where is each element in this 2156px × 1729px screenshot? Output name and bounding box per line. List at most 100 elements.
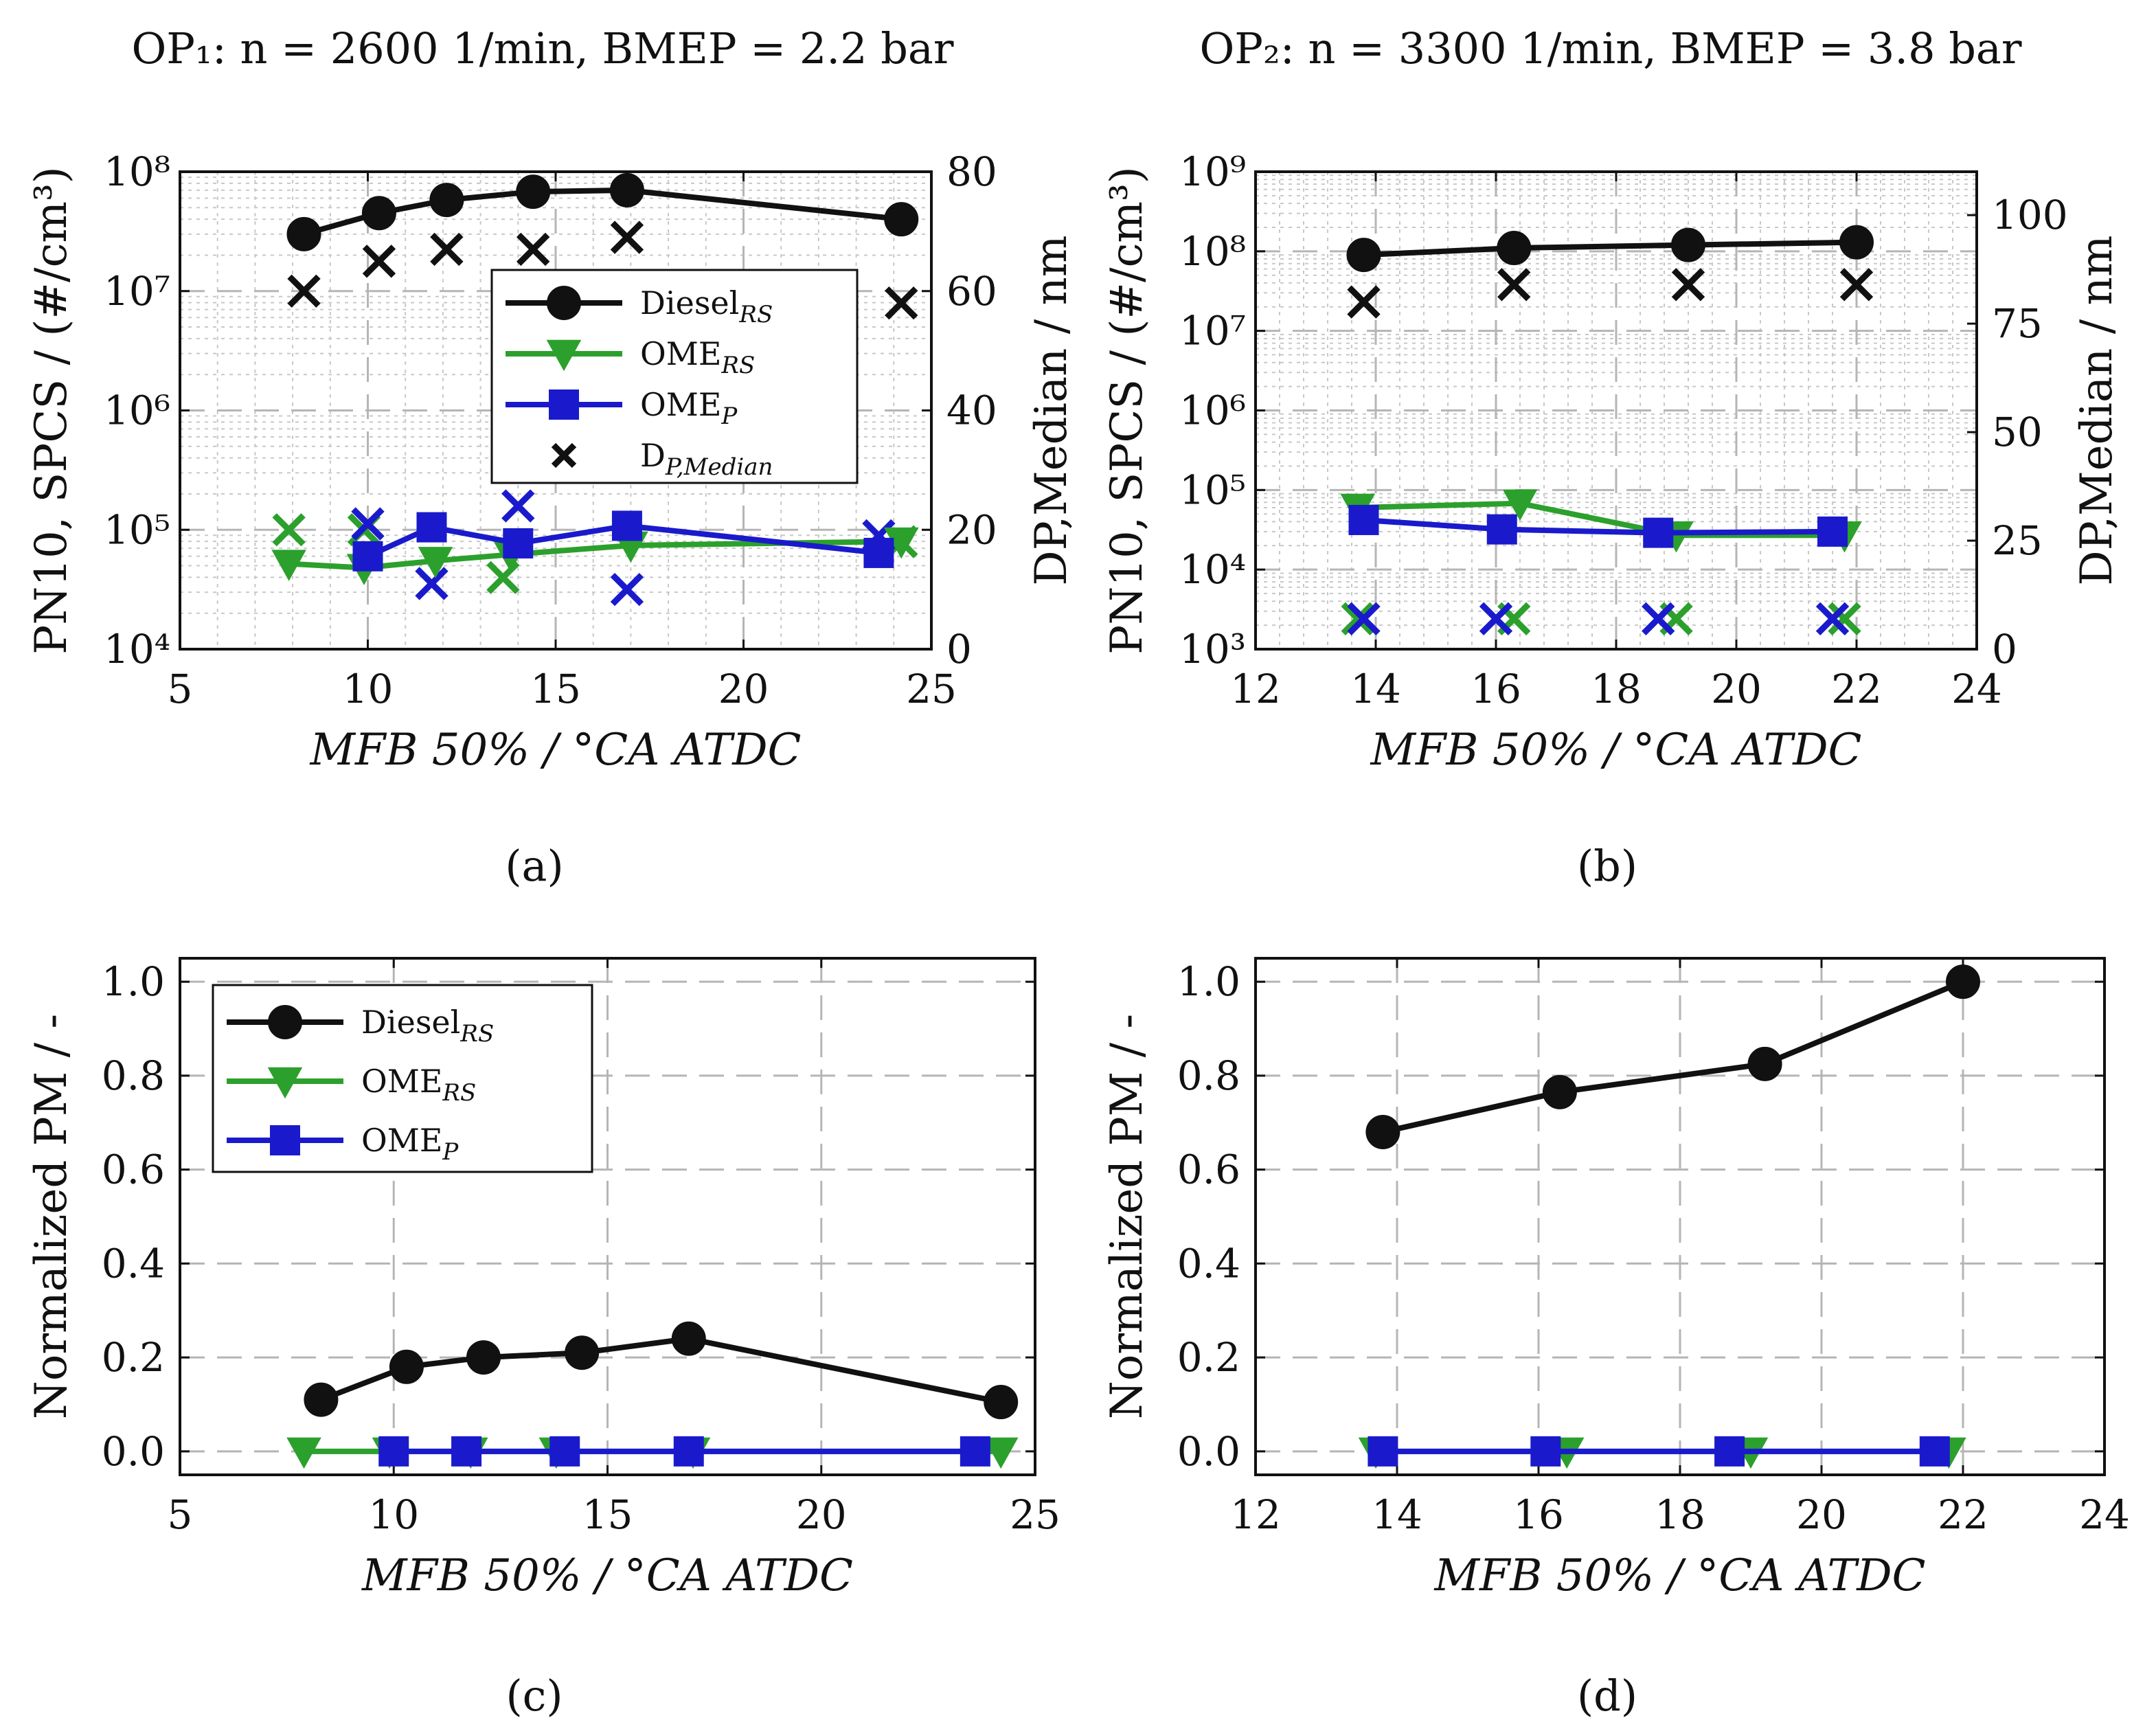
y-tick-label: 10⁸ [1179, 228, 1246, 275]
data-point [378, 1436, 409, 1467]
title-a: OP₁: n = 2600 1/min, BMEP = 2.2 bar [131, 23, 953, 74]
legend-label-sub: P [720, 403, 738, 430]
legend-label: DP,Median [640, 437, 773, 481]
data-point [451, 1436, 482, 1467]
y-tick-label: 0.0 [102, 1428, 165, 1475]
data-point [883, 527, 919, 559]
grid [1256, 958, 2104, 1475]
legend-marker [546, 339, 582, 372]
median-series [1341, 602, 1861, 635]
median-diameter-point [1497, 268, 1531, 302]
legend-label-main: OME [361, 1063, 442, 1100]
legend-label: DieselRS [361, 1004, 494, 1048]
legend-label: OMEP [361, 1122, 459, 1166]
series-line [1363, 517, 1833, 536]
median-series [287, 221, 918, 320]
data-point [1368, 1436, 1398, 1467]
data-point [352, 541, 383, 572]
caption-b: (b) [1577, 841, 1637, 891]
median-diameter-point [486, 561, 520, 594]
y-tick-label: 0.0 [1177, 1428, 1240, 1475]
y-tick-label: 1.0 [1177, 958, 1240, 1005]
x-tick-label: 18 [1591, 666, 1642, 712]
y-tick-label: 10⁴ [1179, 546, 1246, 593]
legend-label-sub: P,Median [665, 453, 773, 481]
x-axis-label: MFB 50% / °CA ATDC [1370, 725, 1861, 776]
legend-label: OMEP [640, 386, 738, 430]
median-diameter-point [1828, 602, 1861, 635]
y-axis-label: PN10, SPCS / (#/cm³) [1102, 166, 1153, 654]
data-point [389, 1349, 424, 1384]
median-diameter-point [1479, 602, 1513, 635]
data-point [1839, 225, 1874, 260]
y2-tick-label: 25 [1992, 517, 2043, 564]
data-point [960, 1436, 990, 1467]
y-tick-label: 10⁶ [1179, 387, 1246, 434]
data-point [863, 537, 894, 568]
legend-label-main: OME [640, 386, 721, 423]
data-point [673, 1436, 704, 1467]
series [352, 510, 894, 572]
data-point [429, 183, 464, 218]
data-point [286, 216, 321, 251]
title-b: OP₂: n = 3300 1/min, BMEP = 3.8 bar [1199, 23, 2021, 74]
x-tick-label: 10 [368, 1491, 419, 1538]
legend-label-main: Diesel [361, 1004, 460, 1041]
data-point [884, 202, 919, 237]
series [1365, 964, 1980, 1149]
x-tick-label: 20 [1796, 1491, 1847, 1538]
x-tick-label: 24 [2079, 1491, 2130, 1538]
legend-label-sub: RS [720, 352, 755, 379]
y-tick-label: 10⁶ [104, 387, 170, 434]
y-tick-label: 10⁷ [104, 268, 170, 315]
series [1368, 1436, 1950, 1467]
legend-marker [270, 1125, 300, 1155]
series [1348, 504, 1848, 548]
panel-b: 12 14 16 18 20 22 24 10³ 10⁴ 10⁵ 10⁶ 10⁷ 10⁸ 10⁹ 0 25 50… [1102, 148, 2122, 776]
data-point [609, 172, 644, 207]
x-tick-label: 18 [1655, 1491, 1705, 1538]
legend-label-sub: P [442, 1138, 459, 1166]
x-tick-label: 5 [168, 1491, 193, 1538]
y-tick-label: 0.8 [1177, 1052, 1240, 1099]
data-point [671, 1321, 706, 1356]
y-tick-label: 0.2 [102, 1334, 165, 1381]
median-diameter-point [610, 572, 644, 607]
legend-marker [549, 389, 579, 420]
series [378, 1436, 990, 1467]
caption-c: (c) [506, 1671, 563, 1721]
y-tick-label: 10⁸ [104, 148, 170, 195]
panel-a: 5 10 15 20 25 10⁴ 10⁵ 10⁶ 10⁷ 10⁸ 0 20 40 60 80 MFB 50%… [26, 148, 1077, 776]
x-tick-label: 5 [168, 666, 193, 712]
legend-label-main: OME [640, 335, 721, 372]
data-point [1497, 231, 1532, 266]
median-diameter-point [885, 286, 918, 320]
panel-c: 5 10 15 20 25 0.0 0.2 0.4 0.6 0.8 1.0 MFB 50% / °CA… [26, 957, 1060, 1601]
data-point [1946, 964, 1980, 999]
data-point [1671, 227, 1705, 262]
legend-label-main: Diesel [640, 284, 739, 321]
median-diameter-point [1815, 602, 1850, 635]
legend-label: OMERS [640, 335, 755, 379]
median-series [1347, 268, 1874, 319]
series-line [1363, 239, 1857, 258]
data-point [361, 196, 396, 231]
y-tick-label: 10³ [1179, 626, 1246, 673]
y2-tick-label: 50 [1992, 409, 2043, 455]
series-line [1357, 500, 1845, 539]
y-tick-label: 0.4 [1177, 1240, 1240, 1287]
data-point [286, 1437, 321, 1469]
x-tick-label: 25 [1010, 1491, 1060, 1538]
data-point [1365, 1114, 1400, 1149]
panel-d: 12 14 16 18 20 22 24 0.0 0.2 0.4 0.6 0.8 1.0 MFB 50% … [1102, 957, 2130, 1601]
data-point [1502, 489, 1538, 521]
x-tick-label: 14 [1372, 1491, 1422, 1538]
x-tick-label: 25 [906, 666, 957, 712]
median-diameter-point [1347, 602, 1381, 635]
y2-tick-label: 60 [946, 268, 997, 315]
median-diameter-point [1347, 285, 1381, 319]
data-point [271, 550, 306, 581]
legend-label-sub: RS [738, 301, 773, 328]
x-tick-label: 12 [1230, 666, 1281, 712]
